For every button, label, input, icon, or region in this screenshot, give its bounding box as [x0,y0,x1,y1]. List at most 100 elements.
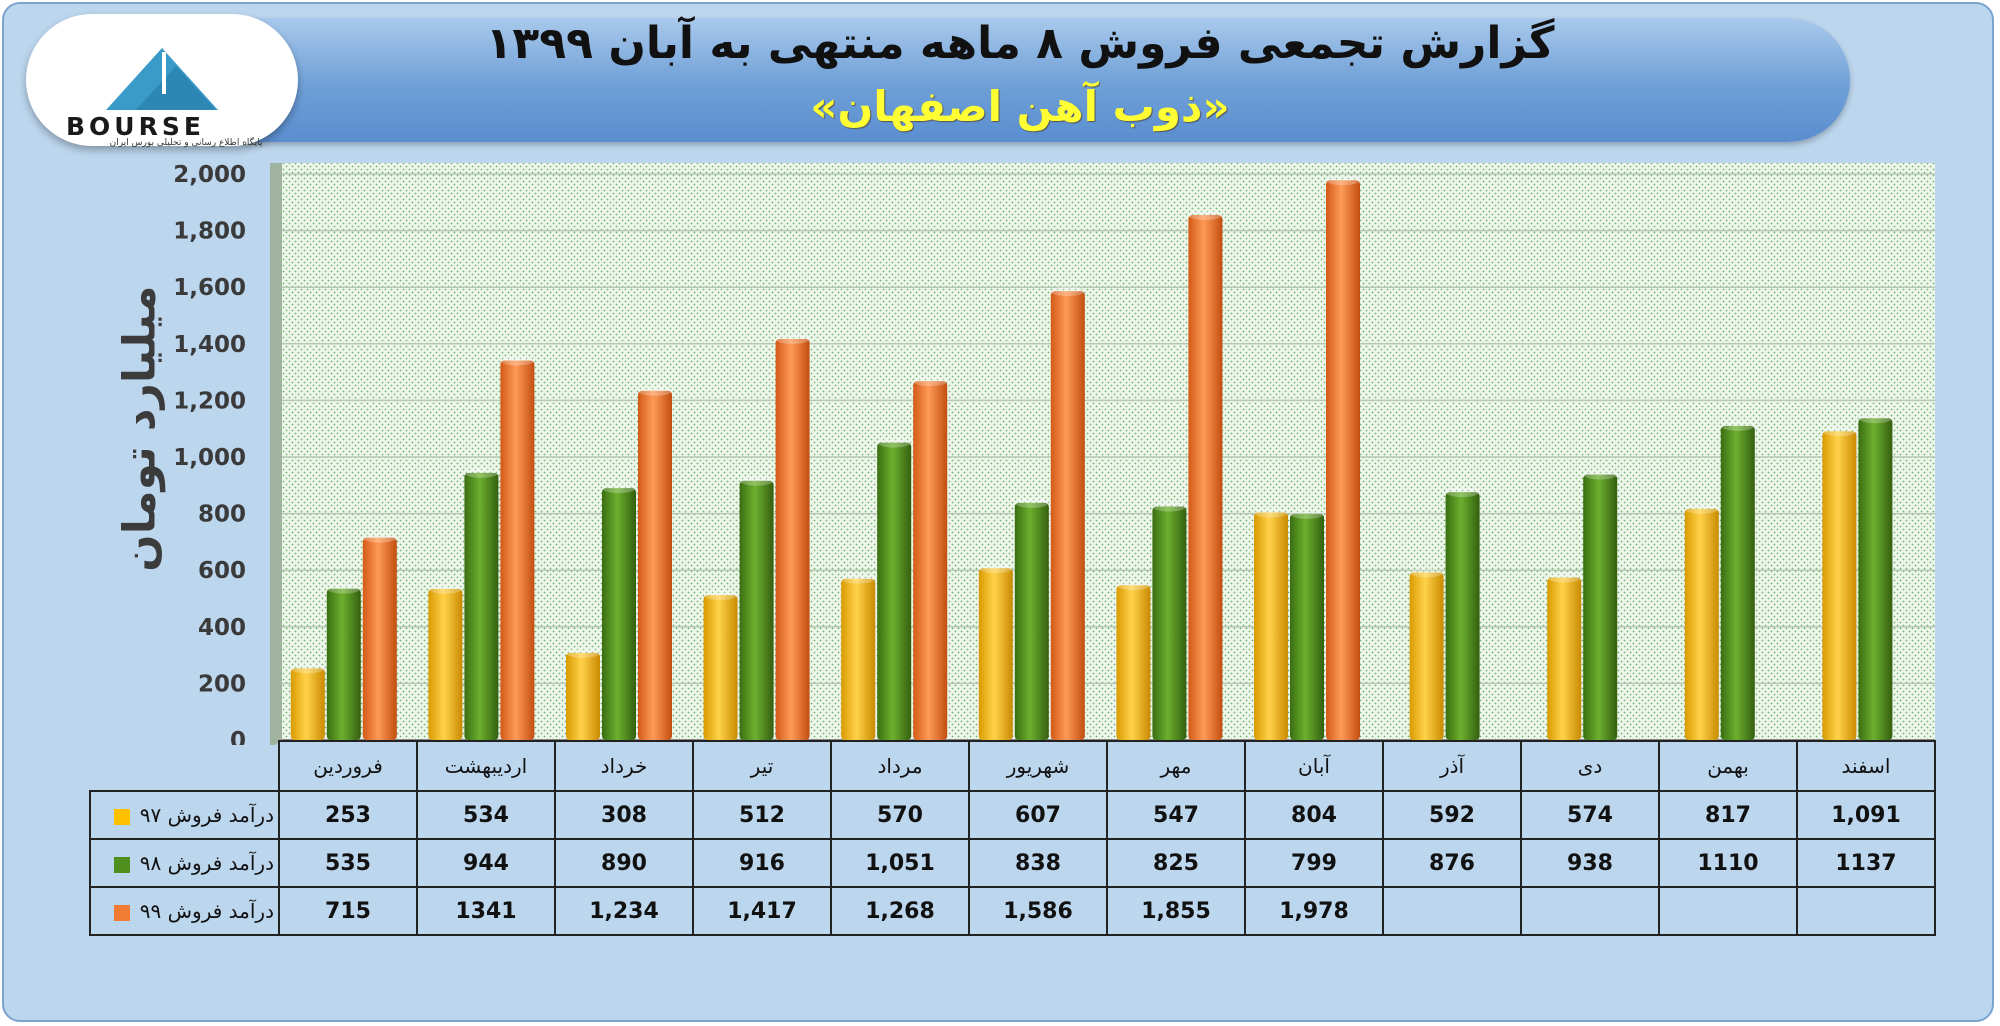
bar [1326,180,1360,740]
bar-cap [1409,567,1444,578]
y-tick-label: 1,000 [173,445,246,471]
bar [362,537,397,740]
x-tick-label: فروردین [278,740,418,792]
data-label: 534 [416,790,556,840]
plot-side-wall [270,163,282,745]
bar [877,442,912,740]
grid-lines [282,173,1935,741]
data-label: 1,051 [830,838,970,888]
bar-chart: 0 200 400 600 800 1,000 1,200 1,400 1,600 1,800 2,… [173,162,1935,745]
data-label: 1,268 [830,886,970,936]
data-label [1658,886,1798,936]
bar [1822,431,1857,740]
x-tick-label: آبان [1244,740,1384,792]
bar [1116,585,1151,740]
bar-cap [638,385,672,396]
legend-label: درآمد فروش ۹۹ [139,899,274,923]
bar-cap [913,376,948,387]
bar-cap [1152,501,1187,512]
data-label: 1,417 [692,886,832,936]
table-row: درآمد فروش ۹۸ 535 944 890 916 1,051 838 825 799 8… [89,838,1936,888]
bar [290,668,325,740]
bar-cap [1188,210,1223,221]
bar [703,595,738,740]
data-label [1796,886,1936,936]
data-label: 308 [554,790,694,840]
legend-entry: درآمد فروش ۹۸ [89,838,280,888]
x-tick-label: مرداد [830,740,970,792]
y-tick-labels: 0 200 400 600 800 1,000 1,200 1,400 1,600 1,800 2,… [173,162,246,745]
legend-entry: درآمد فروش ۹۷ [89,790,280,840]
chart-title: گزارش تجمعی فروش ۸ ماهه منتهی به آبان ۱۳… [485,18,1555,69]
data-label: 253 [278,790,418,840]
bar-cap [1583,469,1618,480]
bar [326,588,361,740]
bar [1254,512,1288,740]
table-row: درآمد فروش ۹۷ 253 534 308 512 570 607 547 804 592… [89,790,1936,840]
data-label: 817 [1658,790,1798,840]
bar [500,360,535,740]
data-label: 799 [1244,838,1384,888]
bar-cap [1290,508,1324,519]
bar [1290,513,1324,740]
data-label: 715 [278,886,418,936]
table-header-row: فروردین اردیبهشت خرداد تیر مرداد شهریور مهر آبا… [90,740,1936,792]
data-label: 1,586 [968,886,1108,936]
logo-subtext: پایگاه اطلاع رسانی و تحلیلی بورس ایران [109,138,263,148]
x-tick-label: مهر [1106,740,1246,792]
y-tick-label: 800 [198,502,246,528]
x-tick-label: بهمن [1658,740,1798,792]
bar [428,588,463,740]
bar [464,472,499,740]
bar-cap [1684,503,1719,514]
data-label: 838 [968,838,1108,888]
y-tick-label: 600 [198,558,246,584]
table-corner [90,741,280,792]
bar [1547,577,1582,740]
data-label: 1,855 [1106,886,1246,936]
y-tick-label: 1,600 [173,275,246,301]
bar-cap [841,573,876,584]
bar-cap [1116,580,1151,591]
x-tick-label: خرداد [554,740,694,792]
bar [1188,215,1223,740]
bar-cap [978,563,1013,574]
table-row: درآمد فروش ۹۹ 715 1341 1,234 1,417 1,268 1,586… [89,886,1936,936]
bar [1409,572,1444,740]
y-tick-label: 1,800 [173,219,246,245]
bar [566,652,600,740]
data-label: 592 [1382,790,1522,840]
bar [1858,418,1893,740]
data-label: 938 [1520,838,1660,888]
bar-cap [1547,572,1582,583]
bar [1050,291,1085,740]
x-tick-label: آذر [1382,740,1522,792]
bar-cap [703,590,738,601]
data-label: 574 [1520,790,1660,840]
y-tick-label: 0 [230,728,246,745]
bar-cap [1822,426,1857,437]
x-tick-label: تیر [692,740,832,792]
data-label: 944 [416,838,556,888]
y-tick-label: 2,000 [173,162,246,188]
bar [1445,492,1480,740]
data-label: 1110 [1658,838,1798,888]
bar [1014,502,1049,740]
x-tick-label: اردیبهشت [416,740,556,792]
data-table: فروردین اردیبهشت خرداد تیر مرداد شهریور مهر آبا… [89,740,1936,936]
bar-cap [1445,487,1480,498]
bar-cap [1720,420,1755,431]
bar-cap [1254,507,1288,518]
y-tick-label: 1,400 [173,332,246,358]
plot-area [282,163,1935,740]
bar [638,390,672,740]
bar-marks [290,175,1893,740]
bar [1583,474,1618,740]
x-tick-label: شهریور [968,740,1108,792]
data-label: 1137 [1796,838,1936,888]
bar [739,480,774,740]
bourse-logo: BOURSE پایگاه اطلاع رسانی و تحلیلی بورس … [26,14,298,148]
bar [841,578,876,740]
bar-cap [500,355,535,366]
bar [978,568,1013,740]
